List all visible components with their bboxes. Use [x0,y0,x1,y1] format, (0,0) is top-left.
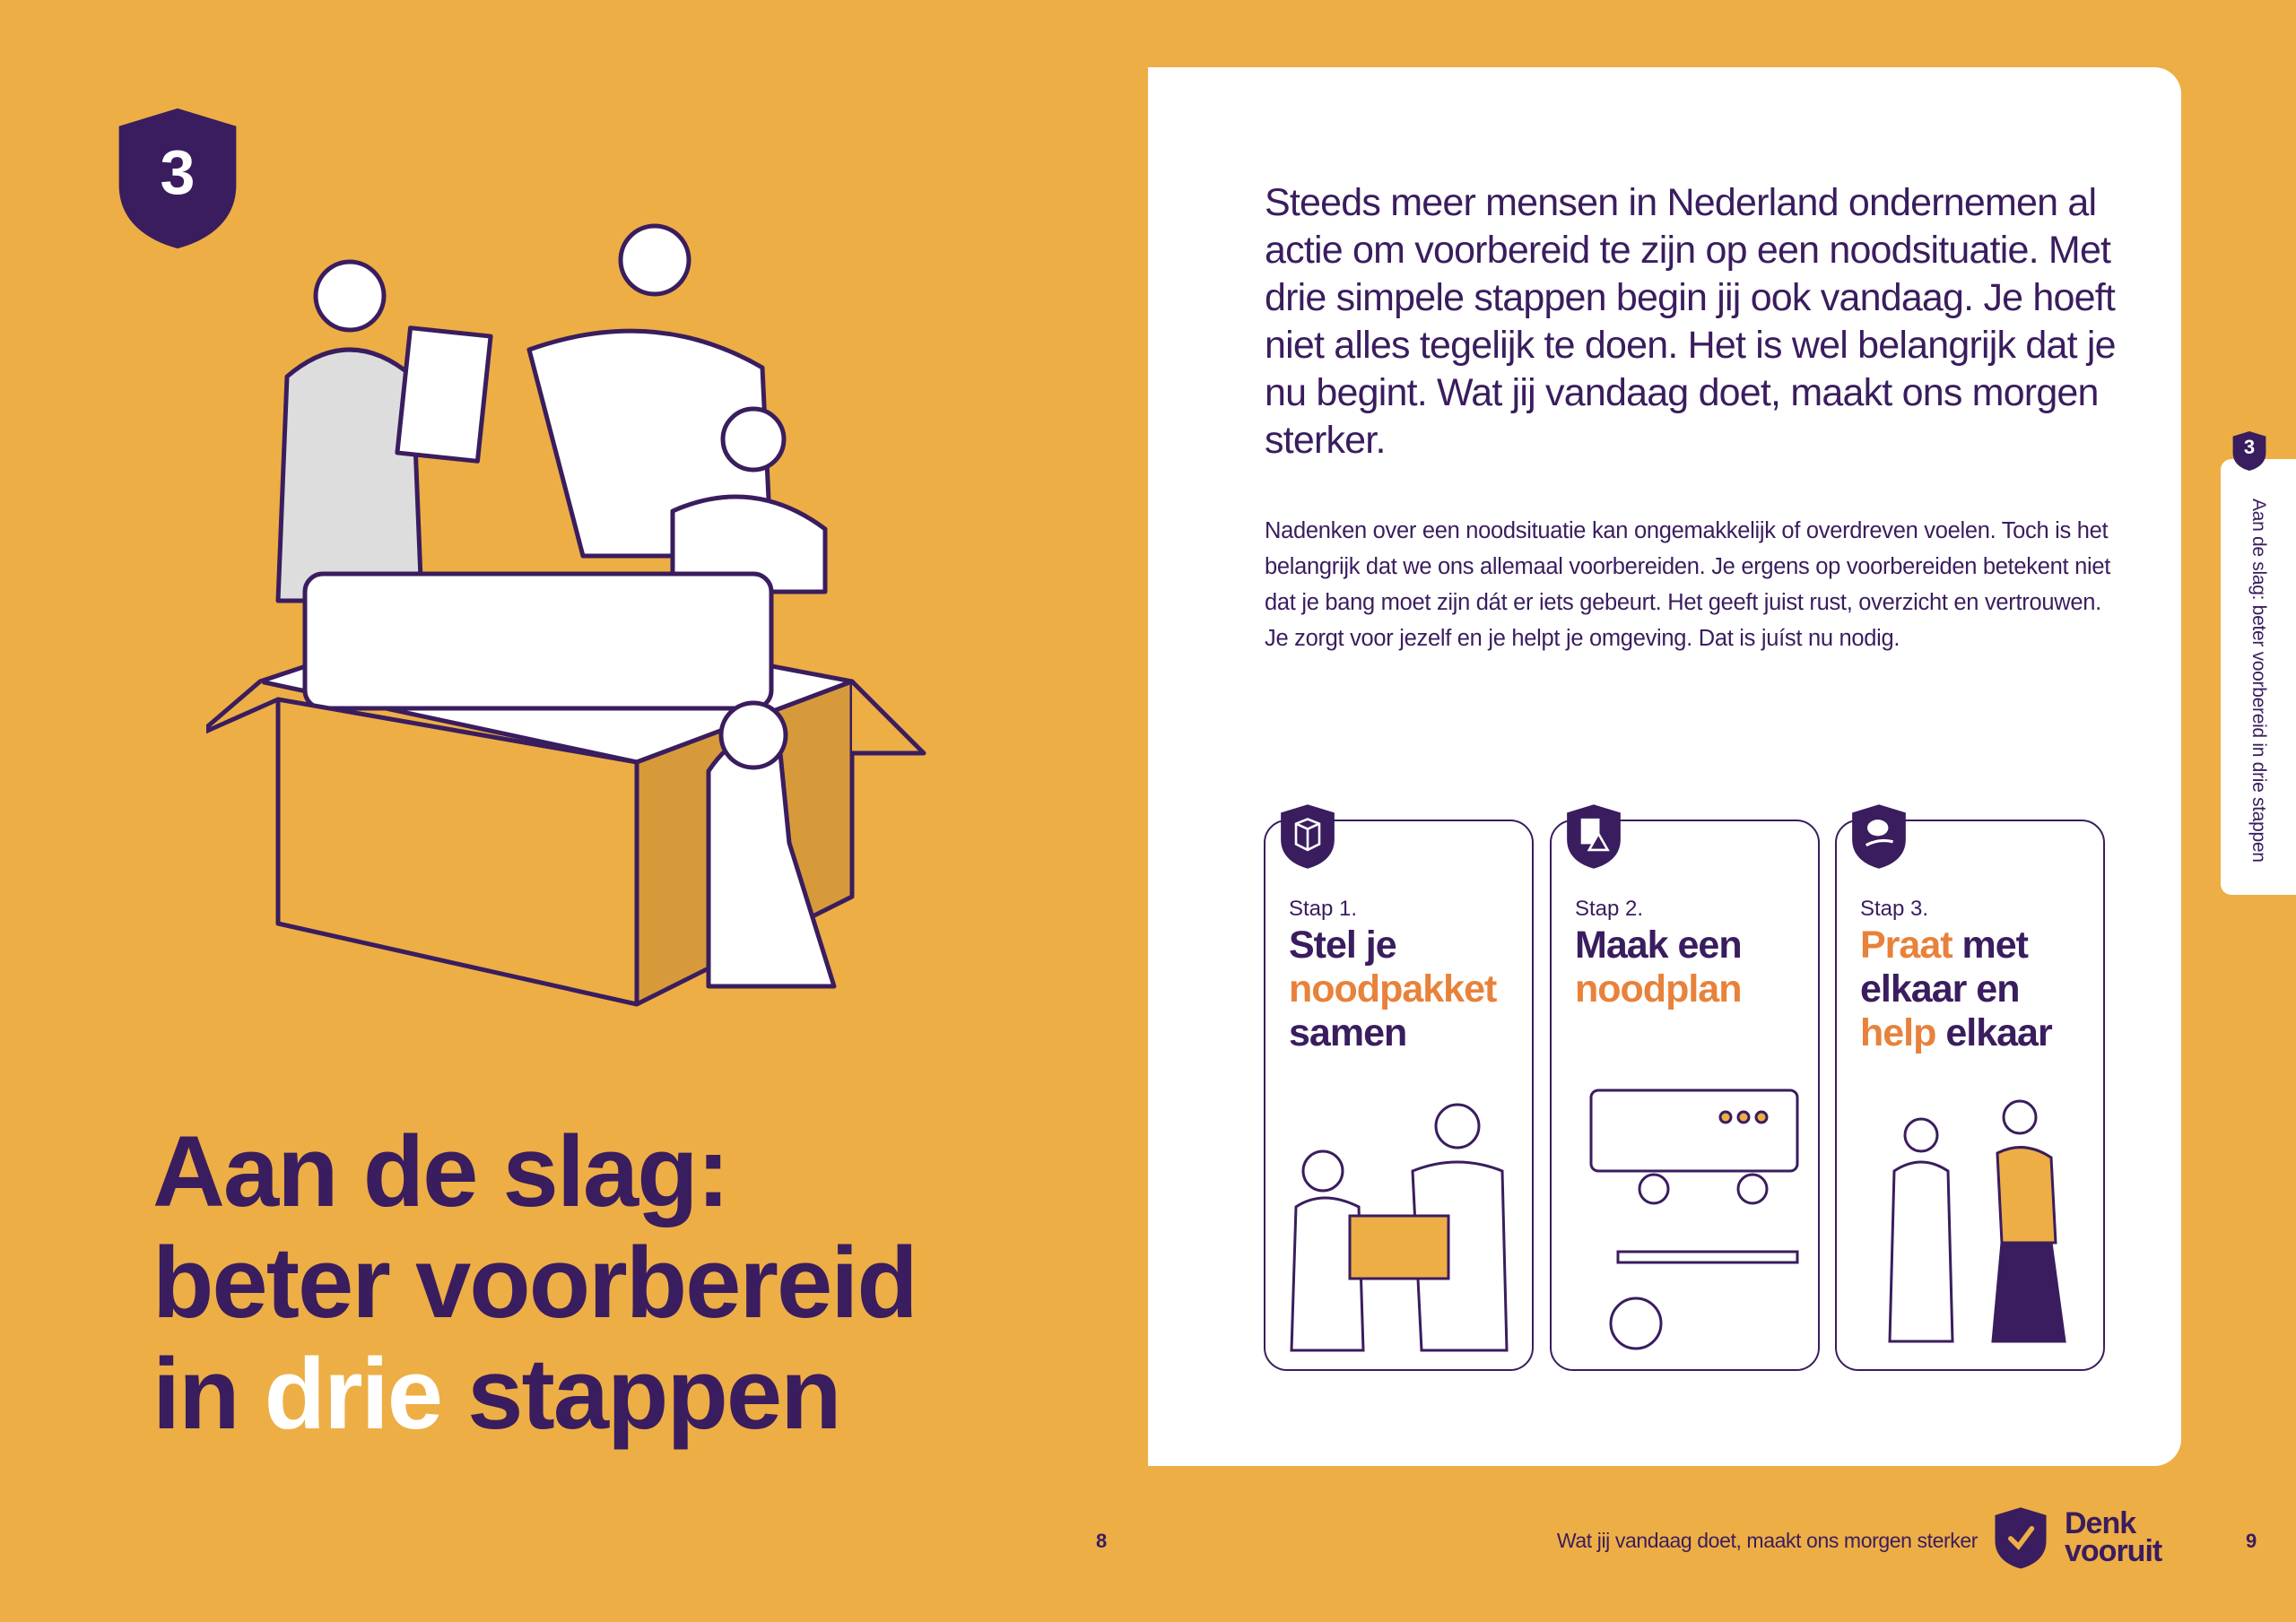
side-chapter-tab[interactable] [2221,459,2296,895]
side-tab-label: Aan de slag: beter voorbereid in drie st… [2248,499,2269,863]
step-text: elkaar [1945,1011,2052,1054]
step-heading: Praat met elkaar en help elkaar [1860,924,2053,1055]
package-icon [1281,804,1335,869]
title-highlight: drie [264,1338,443,1450]
people-sharing-box-illustration [1290,1103,1509,1352]
people-packing-box-illustration [206,223,926,1007]
step-label: Stap 3. [1860,897,1929,921]
step-highlight: Praat [1860,924,1953,967]
page-number-right: 9 [2246,1530,2257,1552]
step-text: met [1961,924,2029,967]
logo-line: Denk [2065,1506,2136,1540]
step-highlight: noodplan [1575,967,1742,1010]
page-number-left: 8 [1096,1530,1108,1552]
title-line: in drie stappen [152,1339,917,1450]
step-heading: Maak een noodplan [1575,924,1743,1011]
denk-vooruit-logo [1995,1507,2047,1569]
step-highlight: noodpakket [1289,967,1497,1010]
intro-lead: Steeds meer mensen in Nederland ondernem… [1265,181,2117,462]
people-planning-illustration [1589,1089,1799,1350]
side-shield: 3 [2231,430,2267,472]
title-text: stappen [441,1338,841,1450]
step-text: Maak een [1575,924,1743,967]
footer-tagline: Wat jij vandaag doet, maakt ons morgen s… [1556,1529,1978,1552]
logo-line: vooruit [2065,1534,2162,1568]
document-warning-icon [1567,804,1621,869]
step-line: help elkaar [1860,1011,2053,1055]
chat-help-icon [1852,804,1906,869]
page-title: Aan de slag: beter voorbereid in drie st… [152,1115,918,1450]
step-highlight: help [1860,1011,1936,1054]
step-label: Stap 2. [1575,897,1644,921]
side-chapter-number: 3 [2243,436,2256,458]
step-label: Stap 1. [1289,897,1358,921]
step-line: Praat met [1860,924,2052,967]
chapter-shield: 3 [113,106,242,251]
title-line: Aan de slag: [152,1115,730,1227]
title-text: in [152,1338,265,1450]
chapter-number: 3 [160,137,196,207]
step-text: Stel je [1289,924,1397,967]
step-card-2: Stap 2. Maak een noodplan [1550,804,1820,1371]
logo-text: Denk vooruit [2065,1506,2162,1568]
step-card-3: Stap 3. Praat met elkaar en help elkaar [1835,804,2105,1371]
title-line: beter voorbereid [152,1227,918,1339]
step-heading: Stel je noodpakket samen [1289,924,1497,1055]
step-card-1: Stap 1. Stel je noodpakket samen [1264,804,1534,1371]
step-text: elkaar en [1860,967,2020,1010]
people-talking-illustration [1888,1099,2066,1343]
step-text: samen [1289,1011,1407,1054]
intro-body: Nadenken over een noodsituatie kan ongem… [1265,518,2111,651]
